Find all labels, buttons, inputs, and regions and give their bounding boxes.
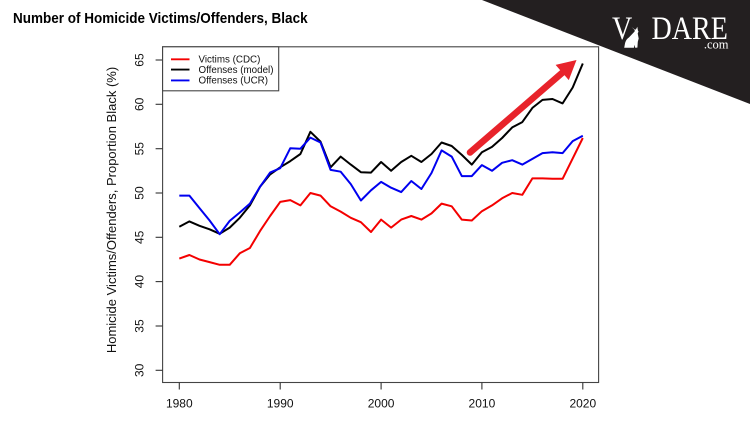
- svg-text:2010: 2010: [469, 397, 496, 411]
- svg-text:Homicide Victims/Offenders, Pr: Homicide Victims/Offenders, Proportion B…: [104, 67, 119, 353]
- svg-text:Victims (CDC): Victims (CDC): [199, 54, 261, 65]
- svg-text:65: 65: [133, 53, 147, 67]
- svg-text:35: 35: [133, 319, 147, 333]
- svg-text:1980: 1980: [166, 397, 193, 411]
- svg-text:2000: 2000: [368, 397, 395, 411]
- svg-text:Offenses (UCR): Offenses (UCR): [199, 76, 269, 87]
- svg-text:40: 40: [133, 275, 147, 289]
- svg-text:30: 30: [133, 363, 147, 377]
- svg-text:Offenses (model): Offenses (model): [199, 65, 274, 76]
- svg-text:DARE: DARE: [652, 10, 728, 47]
- svg-text:.com: .com: [704, 37, 729, 51]
- svg-text:60: 60: [133, 97, 147, 111]
- svg-text:1990: 1990: [267, 397, 294, 411]
- svg-text:45: 45: [133, 230, 147, 244]
- svg-text:V: V: [612, 10, 632, 47]
- svg-text:2020: 2020: [569, 397, 596, 411]
- svg-text:55: 55: [133, 142, 147, 156]
- svg-text:50: 50: [133, 186, 147, 200]
